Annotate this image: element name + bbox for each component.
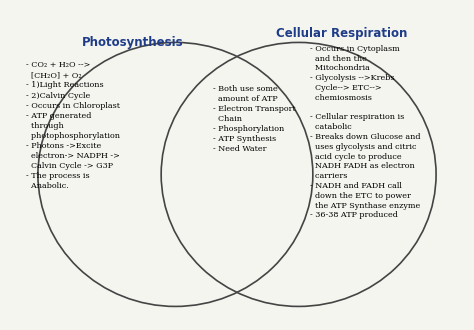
Text: Photosynthesis: Photosynthesis bbox=[82, 36, 183, 49]
Text: Cellular Respiration: Cellular Respiration bbox=[275, 26, 407, 40]
Text: - CO₂ + H₂O -->
  [CH₂O] + O₂
- 1)Light Reactions
- 2)Calvin Cycle
- Occurs in C: - CO₂ + H₂O --> [CH₂O] + O₂ - 1)Light Re… bbox=[26, 61, 120, 190]
Text: - Both use some
  amount of ATP
- Electron Transport
  Chain
- Phosphorylation
-: - Both use some amount of ATP - Electron… bbox=[213, 85, 296, 153]
Text: - Occurs in Cytoplasm
  and then the
  Mitochondria
- Glycolysis -->Krebs
  Cycl: - Occurs in Cytoplasm and then the Mitoc… bbox=[310, 45, 421, 219]
